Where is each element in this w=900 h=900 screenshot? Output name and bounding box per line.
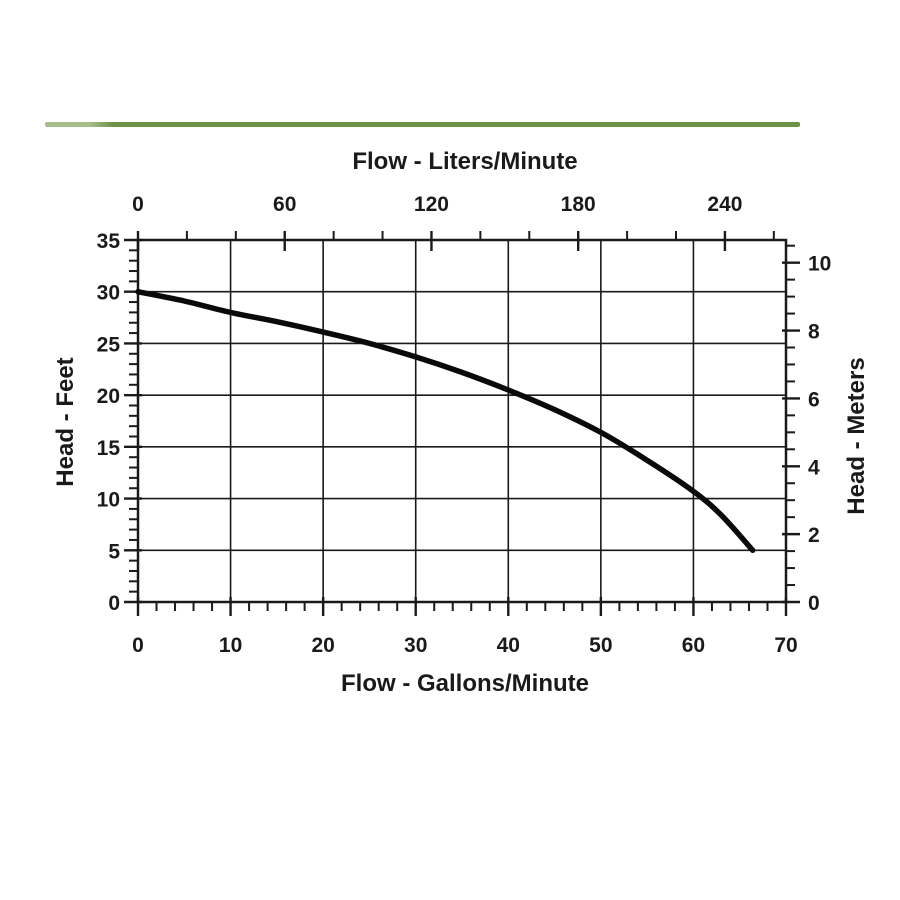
right-axis-tick-label: 4 — [808, 456, 820, 479]
left-axis-tick-label: 30 — [97, 282, 120, 305]
bottom-axis-title: Flow - Gallons/Minute — [341, 670, 589, 697]
top-axis-tick-label: 60 — [273, 193, 296, 216]
top-axis-tick-label: 0 — [132, 193, 144, 216]
bottom-axis-tick-label: 30 — [404, 634, 427, 657]
left-axis-tick-label: 15 — [97, 437, 121, 460]
left-axis-tick-label: 10 — [97, 489, 120, 512]
left-axis-tick-label: 0 — [108, 592, 120, 615]
left-axis-tick-label: 35 — [97, 230, 121, 253]
left-axis-tick-label: 25 — [97, 333, 121, 356]
right-axis-tick-label: 8 — [808, 321, 820, 344]
right-axis-tick-label: 2 — [808, 524, 820, 547]
bottom-axis-tick-label: 50 — [589, 634, 612, 657]
bottom-axis-tick-label: 0 — [132, 634, 144, 657]
right-axis-tick-label: 6 — [808, 388, 820, 411]
top-axis-tick-label: 180 — [561, 193, 596, 216]
right-axis-tick-label: 10 — [808, 253, 831, 276]
bottom-axis-tick-label: 70 — [774, 634, 797, 657]
left-axis-tick-label: 5 — [108, 540, 120, 563]
bottom-axis-tick-label: 60 — [682, 634, 705, 657]
bottom-axis-tick-label: 40 — [497, 634, 520, 657]
bottom-axis-tick-label: 20 — [311, 634, 334, 657]
left-axis-tick-label: 20 — [97, 385, 120, 408]
right-axis-tick-label: 0 — [808, 592, 820, 615]
pump-performance-curve — [135, 288, 756, 554]
top-axis-tick-label: 120 — [414, 193, 449, 216]
top-axis-tick-label: 240 — [707, 193, 742, 216]
plot-border — [136, 238, 788, 604]
divider-line — [45, 122, 800, 127]
bottom-axis-tick-label: 10 — [219, 634, 242, 657]
top-axis-title: Flow - Liters/Minute — [352, 148, 578, 175]
